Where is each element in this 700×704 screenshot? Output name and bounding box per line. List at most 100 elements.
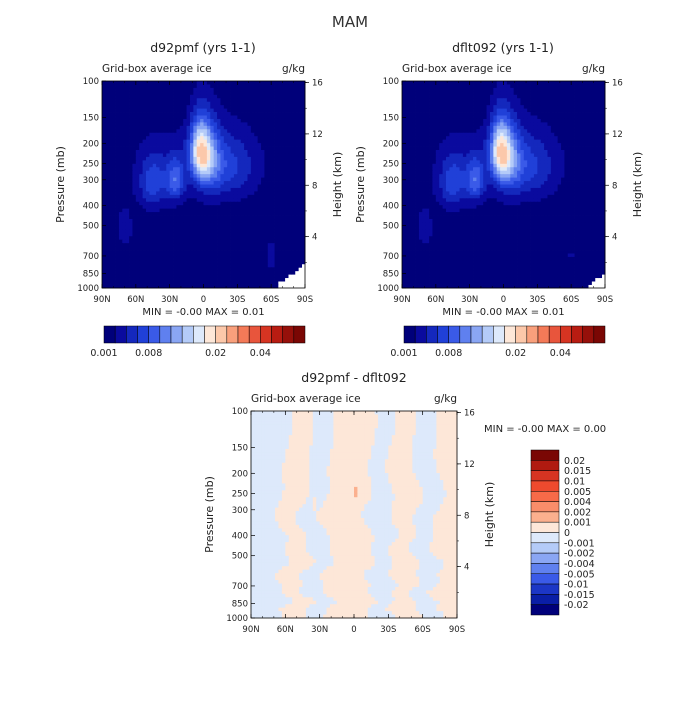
heatmap-cell: [200, 236, 204, 240]
heatmap-cell: [143, 88, 147, 92]
heatmap-cell: [575, 109, 579, 113]
heatmap-cell: [163, 109, 167, 113]
heatmap-cell: [146, 185, 150, 189]
heatmap-cell: [258, 216, 262, 220]
heatmap-cell: [204, 129, 208, 133]
heatmap-cell: [554, 109, 558, 113]
heatmap-cell: [258, 191, 262, 195]
heatmap-cell: [554, 147, 558, 151]
heatmap-cell: [146, 267, 150, 271]
heatmap-cell: [264, 88, 268, 92]
heatmap-cell: [490, 122, 494, 126]
heatmap-cell: [129, 178, 133, 182]
heatmap-cell: [166, 129, 170, 133]
heatmap-cell: [234, 164, 238, 168]
heatmap-cell: [132, 147, 136, 151]
heatmap-cell: [163, 143, 167, 147]
heatmap-cell: [210, 254, 214, 258]
heatmap-cell: [288, 212, 292, 216]
heatmap-cell: [149, 271, 153, 275]
heatmap-cell: [234, 98, 238, 102]
heatmap-cell: [126, 109, 130, 113]
heatmap-cell: [432, 88, 436, 92]
heatmap-cell: [564, 140, 568, 144]
heatmap-cell: [517, 140, 521, 144]
heatmap-cell: [170, 222, 174, 226]
heatmap-cell: [291, 181, 295, 185]
heatmap-cell: [275, 105, 279, 109]
heatmap-cell: [183, 219, 187, 223]
heatmap-cell: [449, 153, 453, 157]
heatmap-cell: [132, 105, 136, 109]
colorbar-label: 0.008: [135, 348, 162, 359]
heatmap-cell: [439, 102, 443, 106]
heatmap-cell: [122, 257, 126, 261]
heatmap-cell: [288, 160, 292, 164]
heatmap-cell: [426, 91, 430, 95]
heatmap-cell: [405, 143, 409, 147]
heatmap-cell: [200, 91, 204, 95]
heatmap-cell: [541, 109, 545, 113]
heatmap-cell: [247, 254, 251, 258]
heatmap-cell: [176, 236, 180, 240]
heatmap-cell: [231, 133, 235, 137]
heatmap-cell: [598, 105, 602, 109]
heatmap-cell: [217, 267, 221, 271]
heatmap-cell: [214, 91, 218, 95]
heatmap-cell: [288, 267, 292, 271]
heatmap-cell: [187, 226, 191, 230]
heatmap-cell: [204, 219, 208, 223]
heatmap-cell: [537, 91, 541, 95]
heatmap-cell: [176, 216, 180, 220]
heatmap-cell: [139, 233, 143, 237]
heatmap-cell: [234, 216, 238, 220]
heatmap-cell: [183, 233, 187, 237]
heatmap-cell: [136, 229, 140, 233]
heatmap-cell: [227, 84, 231, 88]
heatmap-cell: [591, 109, 595, 113]
heatmap-cell: [122, 274, 126, 278]
heatmap-cell: [500, 91, 504, 95]
heatmap-cell: [558, 129, 562, 133]
heatmap-cell: [231, 143, 235, 147]
heatmap-cell: [520, 129, 524, 133]
heatmap-cell: [554, 126, 558, 130]
heatmap-cell: [402, 84, 406, 88]
heatmap-cell: [514, 88, 518, 92]
heatmap-cell: [443, 133, 447, 137]
heatmap-cell: [176, 91, 180, 95]
heatmap-cell: [487, 81, 491, 85]
heatmap-cell: [176, 157, 180, 161]
heatmap-cell: [163, 240, 167, 244]
heatmap-cell: [258, 181, 262, 185]
heatmap-cell: [402, 119, 406, 123]
heatmap-cell: [193, 174, 197, 178]
heatmap-cell: [129, 198, 133, 202]
heatmap-cell: [163, 178, 167, 182]
heatmap-cell: [258, 143, 262, 147]
heatmap-cell: [204, 257, 208, 261]
heatmap-cell: [132, 216, 136, 220]
heatmap-cell: [247, 264, 251, 268]
heatmap-cell: [143, 191, 147, 195]
heatmap-cell: [551, 102, 555, 106]
heatmap-cell: [217, 174, 221, 178]
heatmap-cell: [261, 116, 265, 120]
heatmap-cell: [112, 229, 116, 233]
heatmap-cell: [112, 171, 116, 175]
heatmap-cell: [480, 153, 484, 157]
heatmap-cell: [217, 133, 221, 137]
heatmap-cell: [493, 116, 497, 120]
heatmap-cell: [207, 109, 211, 113]
heatmap-cell: [264, 143, 268, 147]
heatmap-cell: [493, 88, 497, 92]
heatmap-cell: [105, 157, 109, 161]
heatmap-cell: [132, 143, 136, 147]
heatmap-cell: [102, 81, 106, 85]
heatmap-cell: [251, 254, 255, 258]
heatmap-cell: [254, 81, 258, 85]
heatmap-cell: [190, 260, 194, 264]
heatmap-cell: [129, 147, 133, 151]
heatmap-cell: [116, 95, 120, 99]
heatmap-cell: [214, 229, 218, 233]
